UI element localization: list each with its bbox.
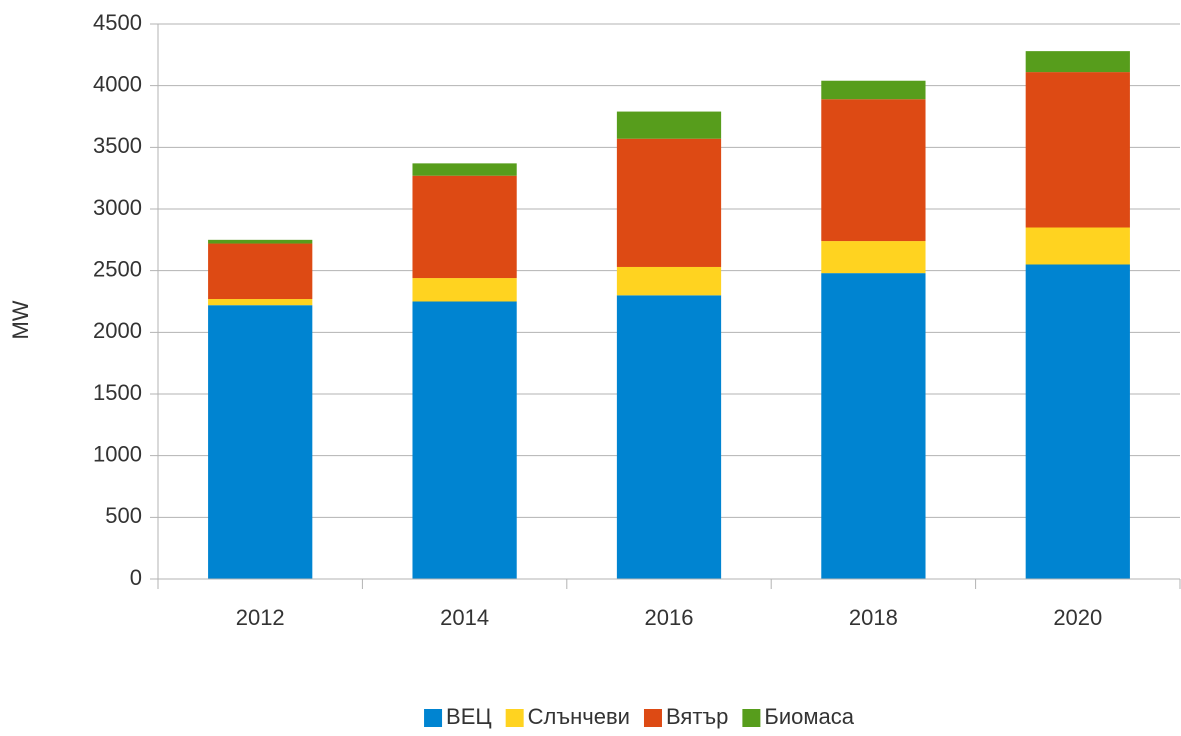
x-tick-label: 2020 [1053, 605, 1102, 630]
bar-segment [1025, 264, 1130, 579]
bar-segment [1025, 227, 1130, 265]
y-axis-label: MW [8, 300, 33, 339]
y-tick-label: 1500 [93, 380, 142, 405]
y-tick-label: 2000 [93, 318, 142, 343]
legend-swatch [424, 709, 443, 727]
bar-segment [616, 138, 722, 267]
legend-label: ВЕЦ [446, 704, 492, 729]
bar-segment [412, 278, 517, 302]
y-tick-label: 500 [105, 503, 142, 528]
bar-segment [412, 301, 517, 579]
legend-label: Биомаса [764, 704, 854, 729]
y-tick-label: 2500 [93, 256, 142, 281]
bar-segment [821, 241, 926, 274]
bar-segment [412, 163, 517, 176]
bar-segment [821, 273, 926, 579]
x-tick-label: 2016 [645, 605, 694, 630]
legend-swatch [643, 709, 662, 727]
y-tick-label: 3500 [93, 133, 142, 158]
bar-segment [208, 239, 313, 244]
y-tick-label: 4500 [93, 10, 142, 35]
bar-segment [616, 111, 722, 139]
y-tick-label: 3000 [93, 195, 142, 220]
x-tick-label: 2018 [849, 605, 898, 630]
legend-swatch [742, 709, 761, 727]
y-tick-label: 1000 [93, 441, 142, 466]
bar-segment [616, 266, 722, 296]
bar-segment [208, 299, 313, 306]
y-tick-label: 0 [130, 565, 142, 590]
x-tick-label: 2012 [236, 605, 285, 630]
bar-segment [821, 99, 926, 242]
x-tick-label: 2014 [440, 605, 489, 630]
bar-segment [208, 305, 313, 579]
bar-segment [1025, 72, 1130, 228]
bar-segment [616, 295, 722, 579]
bar-segment [1025, 51, 1130, 73]
legend-label: Вятър [666, 704, 728, 729]
bar-segment [208, 243, 313, 300]
legend-label: Слънчеви [528, 704, 630, 729]
bar-segment [412, 175, 517, 279]
y-tick-label: 4000 [93, 71, 142, 96]
bar-segment [821, 80, 926, 100]
legend-swatch [505, 709, 524, 727]
